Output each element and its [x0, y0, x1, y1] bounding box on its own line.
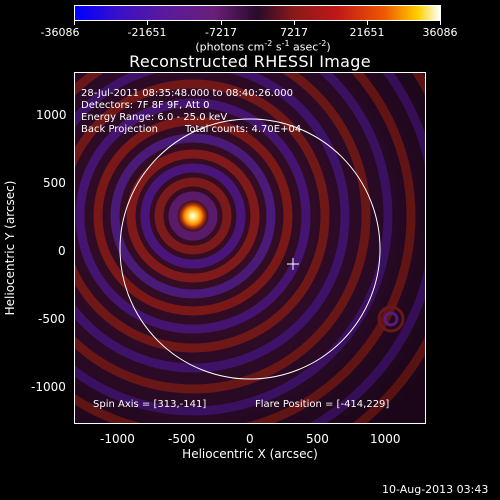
colorbar-label: -36086	[40, 26, 80, 39]
footer-timestamp: 10-Aug-2013 03:43	[382, 483, 489, 496]
colorbar-tick	[294, 21, 295, 25]
rhessi-image	[75, 73, 425, 423]
annotation-method: Back Projection	[81, 124, 158, 135]
annotation-flare-position: Flare Position = [-414,229]	[255, 399, 390, 410]
colorbar-label: 21651	[349, 26, 385, 39]
x-tick-label: -500	[168, 432, 196, 446]
x-tick-label: 500	[306, 432, 329, 446]
x-tick-label: 0	[246, 432, 254, 446]
colorbar-label: 36086	[422, 26, 458, 39]
colorbar-label: -7217	[205, 26, 237, 39]
y-axis-label: Heliocentric Y (arcsec)	[3, 180, 17, 316]
y-tick-label: 500	[43, 176, 66, 190]
colorbar-units: (photons cm-2 s-1 asec-2)	[195, 39, 331, 54]
colorbar-tick	[221, 21, 222, 25]
y-tick-label: 0	[58, 244, 66, 258]
x-tick-label: 1000	[370, 432, 401, 446]
annotation-total-counts: Total counts: 4.70E+04	[185, 124, 302, 135]
colorbar-label: -21651	[127, 26, 167, 39]
y-tick-label: -1000	[31, 380, 66, 394]
annotation-detectors: Detectors: 7F 8F 9F, Att 0	[81, 100, 210, 111]
y-tick-label: 1000	[36, 108, 67, 122]
colorbar-tick	[367, 21, 368, 25]
plot-title: Reconstructed RHESSI Image	[129, 52, 371, 71]
colorbar-label: 7217	[280, 26, 308, 39]
colorbar	[74, 5, 441, 21]
x-axis-label: Heliocentric X (arcsec)	[182, 447, 318, 461]
annotation-energy-range: Energy Range: 6.0 - 25.0 keV	[81, 112, 228, 123]
colorbar-tick	[147, 21, 148, 25]
colorbar-tick	[74, 21, 75, 25]
image-plot: 28-Jul-2011 08:35:48.000 to 08:40:26.000…	[74, 72, 426, 424]
annotation-spin-axis: Spin Axis = [313,-141]	[93, 399, 207, 410]
x-tick-label: -1000	[100, 432, 135, 446]
annotation-time-range: 28-Jul-2011 08:35:48.000 to 08:40:26.000	[81, 88, 293, 99]
colorbar-tick	[440, 21, 441, 25]
y-tick-label: -500	[38, 312, 66, 326]
